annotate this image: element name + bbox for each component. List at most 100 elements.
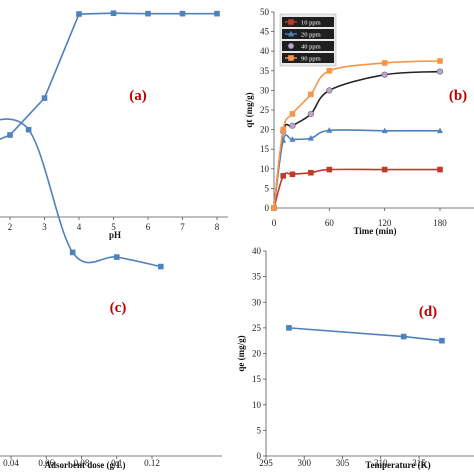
panel-c: 0.04 0.06 0.08 0.1 0.12 Adsorbent dose (g/L) (… bbox=[0, 118, 222, 470]
series-10-ppm bbox=[271, 166, 443, 211]
data-point bbox=[400, 333, 407, 340]
y-tick-label: 20 bbox=[260, 125, 270, 135]
panel-label: (c) bbox=[110, 300, 127, 316]
legend-row-bg bbox=[282, 29, 334, 39]
x-tick-label: 2 bbox=[8, 222, 13, 232]
legend-row-bg bbox=[282, 17, 334, 27]
data-point bbox=[381, 60, 388, 66]
data-point bbox=[25, 126, 32, 133]
series-line bbox=[288, 327, 443, 342]
series-line bbox=[0, 118, 161, 268]
y-tick-label: 25 bbox=[252, 323, 262, 333]
data-point bbox=[110, 10, 117, 17]
data-point bbox=[381, 71, 388, 78]
series-line bbox=[273, 60, 441, 209]
panel-label: (a) bbox=[129, 88, 147, 104]
x-tick-label: 300 bbox=[298, 458, 312, 468]
data-point bbox=[41, 95, 48, 101]
legend-swatch-marker bbox=[288, 55, 294, 61]
y-axis-label: qe (mg/g) bbox=[236, 335, 246, 371]
data-point bbox=[289, 122, 296, 129]
y-tick-label: 30 bbox=[252, 297, 262, 307]
legend-label: 20 ppm bbox=[301, 31, 321, 38]
legend-item: 90 ppm bbox=[282, 53, 334, 63]
legend: 10 ppm 20 ppm 40 ppm 90 ppm bbox=[279, 13, 337, 67]
panel-d: 295 300 305 310 315 0 5 10 15 20 25 30 35 40 Temperatu… bbox=[236, 246, 474, 470]
x-tick-label: 60 bbox=[325, 218, 335, 228]
y-tick-label: 45 bbox=[260, 27, 270, 37]
data-point bbox=[381, 127, 388, 134]
legend-item: 40 ppm bbox=[282, 41, 334, 51]
data-point bbox=[307, 110, 314, 118]
data-point bbox=[76, 11, 82, 17]
data-point bbox=[145, 10, 151, 17]
y-tick-label: 5 bbox=[257, 425, 262, 435]
data-point bbox=[437, 166, 443, 173]
series-0 bbox=[0, 10, 220, 141]
series-line bbox=[273, 168, 440, 209]
x-tick-label: 5 bbox=[111, 222, 116, 232]
legend-swatch-marker bbox=[287, 42, 295, 50]
data-point bbox=[307, 135, 314, 141]
data-point bbox=[326, 87, 333, 94]
x-tick-label: 4 bbox=[77, 222, 82, 232]
y-tick-label: 40 bbox=[252, 246, 262, 256]
x-tick-label: 0.06 bbox=[38, 458, 54, 468]
data-point bbox=[439, 337, 445, 344]
data-point bbox=[289, 136, 296, 142]
y-tick-label: 35 bbox=[252, 272, 262, 282]
x-tick-label: 305 bbox=[336, 458, 350, 468]
x-axis-label: Time (min) bbox=[353, 226, 396, 236]
x-tick-label: 8 bbox=[215, 222, 220, 232]
panel-a: 2 3 4 5 6 7 8 pH (a) bbox=[0, 10, 228, 240]
y-tick-label: 25 bbox=[260, 105, 270, 115]
panel-b: 0 60 120 180 0 5 10 15 20 25 30 35 40 45 50 Time (min) q… bbox=[244, 7, 474, 236]
series-20-ppm bbox=[271, 127, 443, 211]
x-tick-label: 0.12 bbox=[144, 458, 160, 468]
x-tick-label: 7 bbox=[180, 222, 185, 232]
legend-item: 20 ppm bbox=[282, 29, 334, 39]
series-0 bbox=[286, 325, 445, 344]
series-line bbox=[0, 12, 217, 141]
x-axis-label: pH bbox=[109, 230, 121, 240]
x-tick-label: 310 bbox=[374, 458, 388, 468]
x-tick-label: 0.04 bbox=[3, 458, 19, 468]
series-0 bbox=[0, 118, 164, 270]
y-tick-label: 15 bbox=[260, 144, 270, 154]
legend-swatch-marker bbox=[288, 19, 294, 25]
y-tick-label: 0 bbox=[257, 451, 262, 461]
x-axis-label: Temperature (K) bbox=[365, 460, 430, 470]
data-point bbox=[437, 127, 443, 134]
data-point bbox=[179, 10, 186, 17]
data-point bbox=[113, 254, 120, 260]
y-tick-label: 10 bbox=[252, 400, 262, 410]
series-90-ppm bbox=[271, 58, 443, 211]
legend-row-bg bbox=[282, 41, 334, 51]
x-tick-label: 3 bbox=[42, 222, 47, 232]
data-point bbox=[7, 132, 13, 138]
y-tick-label: 0 bbox=[265, 203, 270, 213]
data-point bbox=[158, 263, 164, 270]
data-point bbox=[381, 166, 388, 173]
x-tick-label: 315 bbox=[412, 458, 426, 468]
legend-item: 10 ppm bbox=[282, 17, 334, 27]
y-tick-label: 20 bbox=[252, 349, 262, 359]
data-point bbox=[214, 10, 220, 17]
data-point bbox=[326, 166, 333, 173]
x-tick-label: 0.1 bbox=[111, 458, 122, 468]
x-tick-label: 6 bbox=[146, 222, 151, 232]
data-point bbox=[280, 126, 287, 133]
y-tick-label: 15 bbox=[252, 374, 262, 384]
legend-label: 40 ppm bbox=[301, 43, 321, 50]
data-point bbox=[308, 169, 314, 176]
legend-label: 10 ppm bbox=[301, 19, 321, 26]
x-axis-label: Adsorbent dose (g/L) bbox=[44, 460, 125, 470]
data-point bbox=[437, 58, 443, 64]
y-tick-label: 35 bbox=[260, 66, 270, 76]
legend-label: 90 ppm bbox=[301, 55, 321, 62]
data-point bbox=[289, 111, 296, 117]
panel-label: (b) bbox=[449, 88, 467, 104]
data-point bbox=[308, 91, 314, 98]
x-tick-label: 0.08 bbox=[74, 458, 90, 468]
